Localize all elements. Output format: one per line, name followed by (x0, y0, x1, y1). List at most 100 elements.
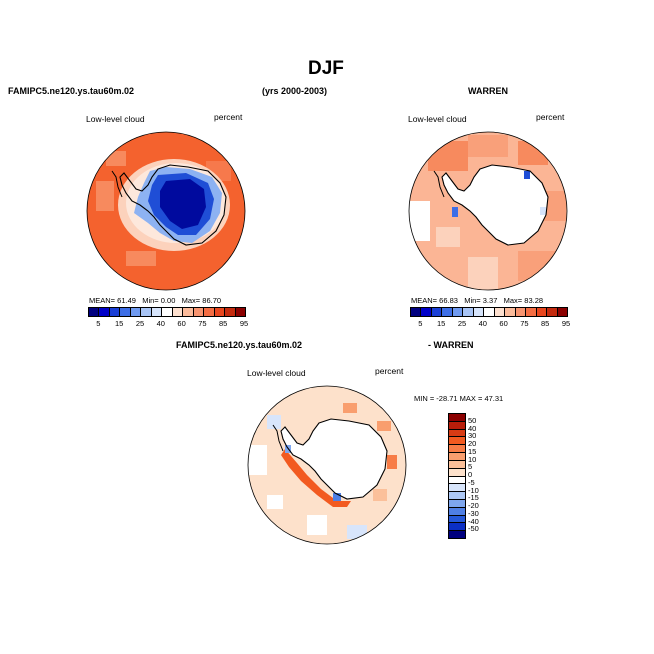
panel2-stats: MEAN= 66.83 Min= 3.37 Max= 83.28 (411, 296, 543, 305)
colorbar-tick-label: 40 (468, 423, 477, 433)
colorbar-swatch (449, 468, 465, 477)
colorbar-swatch (172, 308, 184, 316)
colorbar-swatch (214, 308, 226, 316)
left-case-header: FAMIPC5.ne120.ys.tau60m.02 (8, 86, 135, 96)
antarctica-land (281, 419, 387, 499)
max-value: 86.70 (202, 296, 222, 305)
min-label: Min= (464, 296, 481, 305)
panel3-variable: Low-level cloud (247, 368, 306, 378)
colorbar-tick-label: -40 (468, 516, 479, 526)
colorbar-swatch (449, 523, 465, 532)
min-value: 0.00 (160, 296, 176, 305)
colorbar-swatch (449, 421, 465, 430)
mean-label: MEAN= (411, 296, 438, 305)
panel2-units: percent (536, 112, 565, 122)
colorbar-swatch (449, 453, 465, 461)
colorbar-swatch (494, 308, 506, 316)
colorbar-swatch (452, 308, 464, 316)
colorbar-tick-label: 50 (468, 415, 477, 425)
colorbar-swatch (449, 492, 465, 500)
antarctica-coast (280, 418, 388, 500)
colorbar-tick-label: 20 (468, 439, 477, 448)
colorbar-tick-label: 5 (468, 462, 473, 472)
colorbar-swatch (449, 414, 465, 422)
colorbar-swatch (449, 531, 465, 538)
colorbar-model (88, 307, 246, 317)
colorbar-swatch (442, 308, 453, 316)
colorbar-swatch (225, 308, 236, 316)
colorbar-swatch (183, 308, 194, 316)
colorbar-swatch (449, 476, 465, 485)
colorbar-diff-ticks: 50 40 30 20 15 10 5 0 -5 -10 -15 -20 -30 -40 -50 (468, 413, 498, 537)
diff-minmax: MIN = -28.71 MAX = 47.31 (414, 394, 504, 403)
colorbar-tick-label: 15 (468, 446, 477, 456)
max-label: Max= (503, 296, 523, 305)
panel3-units: percent (375, 366, 404, 376)
colorbar-tick-label: 60 (177, 319, 186, 328)
colorbar-swatch (109, 308, 121, 316)
colorbar-swatch (547, 308, 558, 316)
colorbar-swatch (431, 308, 443, 316)
min-label: Min= (142, 296, 159, 305)
colorbar-swatch (162, 308, 173, 316)
max-value: 83.28 (524, 296, 544, 305)
colorbar-swatch (449, 445, 465, 454)
colorbar-swatch (526, 308, 537, 316)
colorbar-tick-label: 85 (219, 319, 228, 328)
panel1-units: percent (214, 112, 243, 122)
min-value: 3.37 (482, 296, 498, 305)
colorbar-tick-label: 5 (418, 319, 423, 328)
colorbar-swatch (99, 308, 110, 316)
obs-header: WARREN (468, 86, 508, 96)
colorbar-swatch (557, 308, 568, 316)
colorbar-swatch (411, 308, 422, 316)
colorbar-tick-label: 95 (239, 319, 249, 328)
colorbar-swatch (449, 507, 465, 516)
colorbar-model-ticks: 5 15 25 40 60 75 85 95 (88, 319, 248, 329)
colorbar-swatch (151, 308, 163, 316)
colorbar-swatch (449, 437, 465, 446)
colorbar-tick-label: 75 (198, 319, 207, 328)
colorbar-diff (448, 413, 466, 539)
colorbar-swatch (449, 515, 465, 524)
colorbar-tick-label: -20 (468, 501, 479, 510)
colorbar-tick-label: 85 (541, 319, 550, 328)
antarctica-coast (119, 164, 227, 246)
colorbar-tick-label: -50 (468, 524, 479, 534)
mean-label: MEAN= (89, 296, 116, 305)
antarctica-land (442, 165, 548, 245)
max-label: Max= (181, 296, 201, 305)
colorbar-tick-label: 0 (468, 470, 473, 479)
diff-case-header: FAMIPC5.ne120.ys.tau60m.02 (176, 340, 303, 350)
colorbar-swatch (449, 499, 465, 508)
figure-title: DJF (308, 58, 344, 79)
colorbar-swatch (235, 308, 246, 316)
colorbar-swatch (484, 308, 495, 316)
obs-polar-map (408, 131, 568, 291)
colorbar-tick-label: -10 (468, 485, 479, 495)
panel2-variable: Low-level cloud (408, 114, 467, 124)
diff-obs-header: - WARREN (428, 340, 474, 350)
colorbar-tick-label: -30 (468, 508, 479, 518)
colorbar-tick-label: 75 (520, 319, 529, 328)
colorbar-swatch (120, 308, 131, 316)
colorbar-tick-label: 30 (468, 431, 477, 441)
colorbar-swatch (449, 429, 465, 438)
colorbar-swatch (449, 460, 465, 469)
colorbar-tick-label: -15 (468, 493, 479, 503)
colorbar-swatch (421, 308, 432, 316)
colorbar-swatch (130, 308, 142, 316)
panel1-stats: MEAN= 61.49 Min= 0.00 Max= 86.70 (89, 296, 221, 305)
colorbar-tick-label: 40 (478, 319, 487, 328)
colorbar-swatch (204, 308, 215, 316)
colorbar-obs-ticks: 5 15 25 40 60 75 85 95 (410, 319, 570, 329)
colorbar-tick-label: 25 (457, 319, 467, 328)
colorbar-tick-label: 95 (561, 319, 571, 328)
colorbar-tick-label: -5 (468, 477, 475, 487)
colorbar-swatch (193, 308, 205, 316)
colorbar-swatch (505, 308, 516, 316)
colorbar-tick-label: 5 (96, 319, 101, 328)
diff-polar-map (247, 385, 407, 545)
colorbar-swatch (536, 308, 548, 316)
colorbar-tick-label: 25 (135, 319, 145, 328)
